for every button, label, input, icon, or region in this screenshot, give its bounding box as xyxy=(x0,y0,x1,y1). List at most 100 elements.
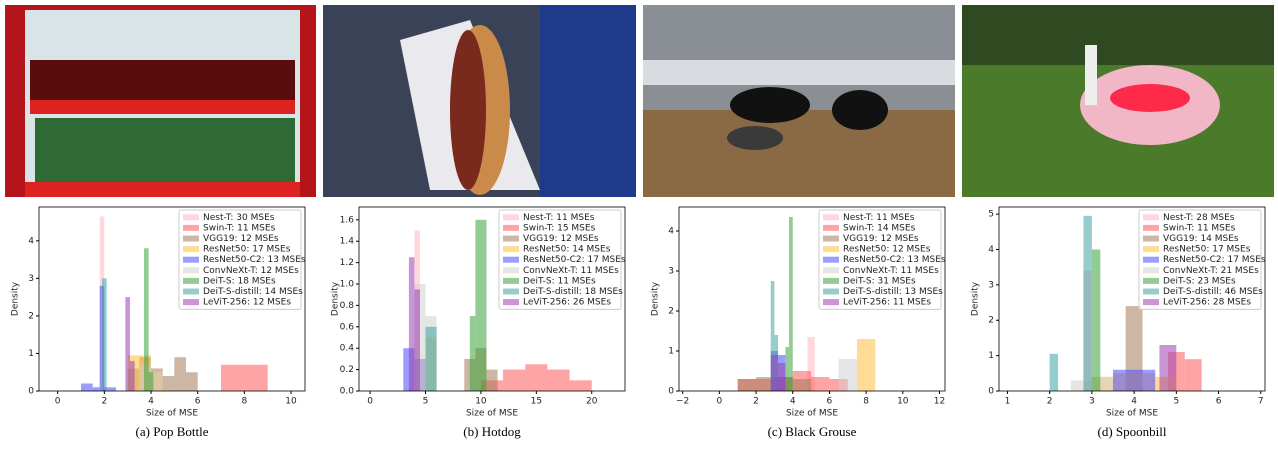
legend-swatch xyxy=(183,225,199,231)
legend-swatch xyxy=(1143,267,1159,273)
legend-label: DeiT-S-distill: 13 MSEs xyxy=(843,287,943,297)
x-tick-label: 2 xyxy=(101,397,107,407)
x-tick-label: 0 xyxy=(716,397,722,407)
y-tick-label: 4 xyxy=(988,245,994,255)
hist-bar xyxy=(130,361,135,391)
photo xyxy=(5,5,316,197)
hist-bar xyxy=(475,220,486,391)
y-tick-label: 1.6 xyxy=(340,215,355,225)
y-tick-label: 5 xyxy=(988,210,994,220)
y-tick-label: 0 xyxy=(988,387,994,397)
legend-label: LeViT-256: 12 MSEs xyxy=(203,298,291,308)
figure: 024681001234Size of MSEDensityNest-T: 30… xyxy=(0,0,1278,449)
photo xyxy=(323,5,636,197)
legend-label: ResNet50: 17 MSEs xyxy=(1163,245,1251,255)
hist-bar xyxy=(221,365,244,391)
legend-swatch xyxy=(503,257,519,263)
y-tick-label: 0 xyxy=(28,387,34,397)
legend-swatch xyxy=(1143,289,1159,295)
hist-bar xyxy=(125,297,130,391)
legend-label: VGG19: 14 MSEs xyxy=(1163,234,1239,244)
hist-bar xyxy=(486,370,497,391)
hist-bar xyxy=(1050,354,1058,391)
hist-bar xyxy=(1134,370,1155,391)
legend-label: DeiT-S: 23 MSEs xyxy=(1163,276,1236,286)
x-tick-label: 10 xyxy=(475,397,487,407)
y-tick-label: 3 xyxy=(28,274,34,284)
legend-label: Swin-T: 11 MSEs xyxy=(203,223,276,233)
legend-label: VGG19: 12 MSEs xyxy=(523,234,599,244)
legend-swatch xyxy=(503,236,519,242)
x-tick-label: 4 xyxy=(1131,397,1137,407)
x-tick-label: 2 xyxy=(1047,397,1053,407)
legend-label: DeiT-S: 31 MSEs xyxy=(843,276,916,286)
y-tick-label: 0.0 xyxy=(340,387,355,397)
legend-swatch xyxy=(503,278,519,284)
hist-bar xyxy=(81,383,93,391)
hist-bar xyxy=(503,370,525,391)
legend-label: ConvNeXt-T: 12 MSEs xyxy=(203,266,299,276)
x-tick-label: 6 xyxy=(1216,397,1222,407)
y-tick-label: 0 xyxy=(668,387,674,397)
legend-swatch xyxy=(183,214,199,220)
y-tick-label: 3 xyxy=(668,267,674,277)
legend-swatch xyxy=(503,246,519,252)
y-tick-label: 0.4 xyxy=(340,344,355,354)
legend-swatch xyxy=(823,289,839,295)
x-axis-label: Size of MSE xyxy=(466,409,518,419)
y-tick-label: 1.0 xyxy=(340,280,355,290)
hist-bar xyxy=(244,365,267,391)
hist-bar xyxy=(1185,359,1202,391)
hist-bar xyxy=(174,357,186,391)
hist-bar xyxy=(470,316,476,391)
x-axis-label: Size of MSE xyxy=(1106,409,1158,419)
x-tick-label: 6 xyxy=(195,397,201,407)
hist-bar xyxy=(570,380,592,391)
hist-bar xyxy=(186,372,198,391)
y-tick-label: 2 xyxy=(28,311,34,321)
x-tick-label: 8 xyxy=(241,397,247,407)
legend-swatch xyxy=(823,246,839,252)
photo xyxy=(643,5,955,197)
x-tick-label: 7 xyxy=(1258,397,1264,407)
legend-label: LeViT-256: 28 MSEs xyxy=(1163,298,1251,308)
legend-swatch xyxy=(183,246,199,252)
legend-swatch xyxy=(1143,278,1159,284)
legend-label: Nest-T: 11 MSEs xyxy=(843,213,915,223)
x-tick-label: 3 xyxy=(1089,397,1095,407)
y-axis-label: Density xyxy=(11,281,21,316)
legend-swatch xyxy=(503,225,519,231)
hist-bar xyxy=(547,370,569,391)
x-tick-label: 10 xyxy=(897,397,909,407)
legend-swatch xyxy=(823,236,839,242)
hist-bar xyxy=(793,379,811,391)
legend-swatch xyxy=(823,214,839,220)
legend-swatch xyxy=(1143,214,1159,220)
x-tick-label: 20 xyxy=(586,397,598,407)
hist-bar xyxy=(738,379,756,391)
y-tick-label: 2 xyxy=(988,316,994,326)
legend-swatch xyxy=(823,257,839,263)
y-axis-label: Density xyxy=(651,281,661,316)
hist-bar xyxy=(102,278,107,391)
legend-label: ConvNeXt-T: 11 MSEs xyxy=(523,266,619,276)
legend-label: ResNet50-C2: 13 MSEs xyxy=(843,255,946,265)
legend-label: Swin-T: 11 MSEs xyxy=(1163,223,1236,233)
legend-label: LeViT-256: 11 MSEs xyxy=(843,298,931,308)
y-tick-label: 4 xyxy=(668,227,674,237)
legend-label: ConvNeXt-T: 11 MSEs xyxy=(843,266,939,276)
hist-bar xyxy=(1083,216,1091,391)
legend-swatch xyxy=(823,278,839,284)
hist-bar xyxy=(163,376,175,391)
hist-bar xyxy=(409,257,415,391)
legend-label: ResNet50-C2: 17 MSEs xyxy=(523,255,626,265)
legend-swatch xyxy=(823,225,839,231)
hist-bar xyxy=(1113,370,1134,391)
legend-label: DeiT-S: 11 MSEs xyxy=(523,276,596,286)
hist-bar xyxy=(93,387,100,391)
x-axis-label: Size of MSE xyxy=(786,409,838,419)
x-tick-label: 0 xyxy=(55,397,61,407)
legend-swatch xyxy=(503,214,519,220)
y-tick-label: 1.4 xyxy=(340,237,355,247)
legend-label: ResNet50-C2: 17 MSEs xyxy=(1163,255,1266,265)
